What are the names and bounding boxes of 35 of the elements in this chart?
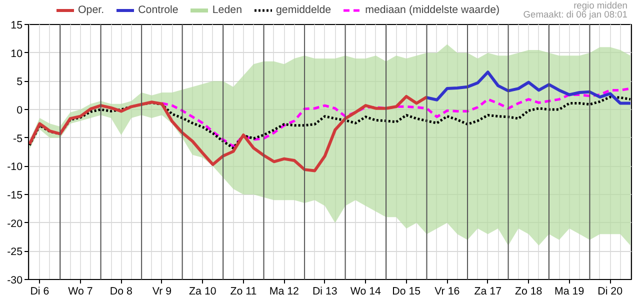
y-tick-label: -30 <box>7 274 23 286</box>
x-tick-label: Di 13 <box>312 286 338 298</box>
x-tick-label: Di 20 <box>598 286 623 298</box>
x-tick-label: Vr 9 <box>152 286 172 298</box>
y-tick-label: 5 <box>16 76 23 88</box>
legend-label: Leden <box>212 4 242 16</box>
text: Gemaakt: di 06 jan 08:01 <box>523 10 628 20</box>
x-tick-label: Ma 19 <box>554 286 584 298</box>
line-series <box>425 70 632 105</box>
legend-label: Oper. <box>78 4 104 16</box>
x-tick-label: Do 15 <box>392 286 421 298</box>
legend-label: gemiddelde <box>276 4 332 16</box>
line-series <box>28 94 428 172</box>
x-tick-label: Za 17 <box>474 286 502 298</box>
y-tick-label: 15 <box>10 20 23 32</box>
y-tick-label: -20 <box>7 218 23 230</box>
y-tick-label: -25 <box>7 246 23 258</box>
text: regio midden <box>574 0 628 10</box>
x-tick-label: Zo 18 <box>515 286 542 298</box>
y-tick-label: -5 <box>13 132 23 145</box>
x-tick-label: Di 6 <box>30 286 50 298</box>
y-tick-label: -10 <box>7 161 23 174</box>
x-tick-label: Zo 11 <box>230 286 257 298</box>
x-tick-label: Do 8 <box>110 286 133 298</box>
x-tick-label: Vr 16 <box>434 286 460 298</box>
line-series <box>160 87 632 148</box>
x-tick-label: Wo 7 <box>68 286 93 298</box>
x-tick-label: Za 10 <box>189 286 216 298</box>
y-tick-label: 0 <box>16 104 23 116</box>
legend-label: Controle <box>138 4 178 16</box>
x-tick-label: Wo 14 <box>350 286 382 298</box>
y-tick-label: 10 <box>10 48 23 60</box>
y-tick-label: -15 <box>7 190 23 202</box>
legend-label: mediaan (middelste waarde) <box>365 4 500 16</box>
x-tick-label: Ma 12 <box>269 286 300 298</box>
